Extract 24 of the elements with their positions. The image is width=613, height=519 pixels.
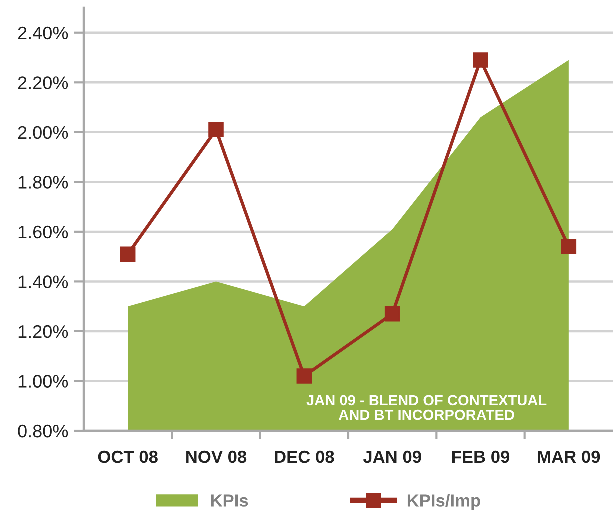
point — [473, 52, 488, 68]
point — [384, 306, 400, 322]
point — [561, 239, 577, 255]
legend-label: KPIs — [211, 494, 248, 507]
point — [208, 122, 224, 138]
y-tick-label: 0.80% — [18, 424, 68, 438]
y-tick-label: 1.80% — [18, 176, 68, 189]
y-tick-label: 2.20% — [18, 76, 68, 90]
annotation: JAN 09 - BLEND OF CONTEXTUAL AND BT INCORPORATED — [306, 395, 547, 420]
y-tick-label: 1.20% — [18, 325, 68, 338]
y-tick-label: 2.40% — [18, 26, 68, 40]
x-tick-label: MAR 09 — [538, 450, 600, 464]
x-tick-label: JAN 09 — [363, 450, 422, 464]
y-tick-label: 2.00% — [18, 126, 68, 140]
x-tick-label: DEC 08 — [275, 450, 334, 464]
x-tick-label: FEB 09 — [452, 450, 510, 464]
y-tick-label: 1.60% — [18, 226, 68, 239]
x-tick-label: OCT 08 — [98, 450, 158, 464]
y-tick-label: 1.40% — [18, 276, 68, 288]
x-tick-label: NOV 08 — [186, 450, 247, 464]
point — [120, 246, 136, 262]
y-tick-label: 1.00% — [18, 375, 68, 388]
legend-label: KPIs/Imp — [408, 494, 480, 510]
point — [296, 368, 312, 384]
